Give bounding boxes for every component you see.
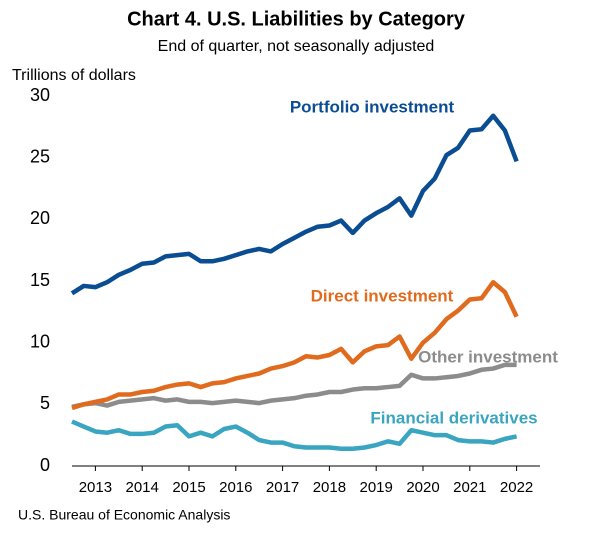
y-tick-label: 30: [30, 85, 50, 105]
y-tick-label: 20: [30, 208, 50, 228]
series-label: Portfolio investment: [290, 97, 455, 116]
series-label: Other investment: [418, 347, 558, 366]
y-tick-label: 10: [30, 331, 50, 351]
x-tick-label: 2013: [79, 479, 112, 496]
chart-subtitle: End of quarter, not seasonally adjusted: [158, 38, 435, 55]
x-tick-label: 2014: [126, 479, 159, 496]
x-tick-label: 2018: [313, 479, 346, 496]
series-line: [70, 113, 519, 296]
y-tick-label: 5: [40, 393, 50, 413]
x-tick-label: 2022: [500, 479, 533, 496]
x-tick-label: 2020: [406, 479, 439, 496]
source: U.S. Bureau of Economic Analysis: [18, 507, 230, 523]
series-line: [71, 279, 519, 411]
y-tick-label: 0: [40, 455, 50, 475]
y-tick-label: 25: [30, 146, 50, 166]
chart-title: Chart 4. U.S. Liabilities by Category: [127, 8, 466, 30]
series-label: Financial derivatives: [370, 408, 537, 427]
series-label: Direct investment: [311, 286, 454, 305]
series-line: [71, 362, 517, 410]
x-tick-label: 2021: [453, 479, 486, 496]
y-tick-label: 15: [30, 270, 50, 290]
x-tick-label: 2019: [360, 479, 393, 496]
x-tick-label: 2016: [219, 479, 252, 496]
x-tick-label: 2017: [266, 479, 299, 496]
x-tick-label: 2015: [172, 479, 205, 496]
series-line: [71, 419, 518, 451]
y-axis-label: Trillions of dollars: [12, 67, 136, 84]
